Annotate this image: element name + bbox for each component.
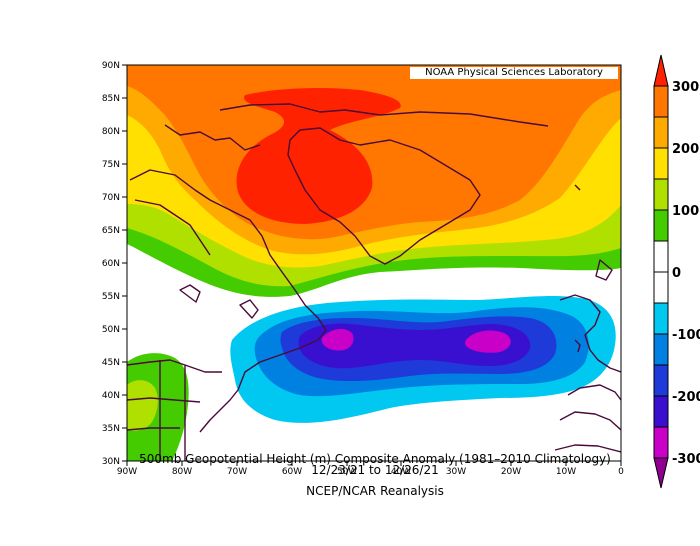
- colorbar-bottom-arrow: [653, 457, 669, 489]
- lon-axis: 90W 80W 70W 60W 50W 40W 30W 20W 10W 0: [117, 461, 624, 477]
- lon-tick-label: 10W: [556, 467, 576, 477]
- lon-tick-label: 60W: [282, 467, 302, 477]
- lat-tick-label: 30N: [102, 457, 120, 467]
- colorbar-segment: [653, 240, 669, 273]
- date-range: 12/23/21 to 12/26/21: [311, 463, 439, 477]
- colorbar-segment: [653, 178, 669, 211]
- colorbar: 300 200 100 0 -100 -200 -300: [653, 54, 700, 489]
- colorbar-segment: [653, 271, 669, 304]
- colorbar-top-arrow: [653, 54, 669, 87]
- lat-tick-label: 65N: [102, 226, 120, 236]
- lat-tick-label: 45N: [102, 358, 120, 368]
- colorbar-segment: [653, 426, 669, 459]
- lat-tick-label: 50N: [102, 325, 120, 335]
- colorbar-segment: [653, 209, 669, 242]
- colorbar-segment: [653, 147, 669, 180]
- lat-tick-label: 90N: [102, 61, 120, 71]
- lat-tick-label: 70N: [102, 193, 120, 203]
- colorbar-label: -100: [672, 328, 700, 343]
- colorbar-segment: [653, 302, 669, 335]
- colorbar-segment: [653, 85, 669, 118]
- colorbar-label: -200: [672, 390, 700, 405]
- colorbar-segment: [653, 116, 669, 149]
- lon-tick-label: 0: [618, 467, 624, 477]
- lat-tick-label: 80N: [102, 127, 120, 137]
- data-source: NCEP/NCAR Reanalysis: [306, 484, 444, 498]
- colorbar-label: 0: [672, 266, 681, 281]
- lat-tick-label: 60N: [102, 259, 120, 269]
- lon-tick-label: 90W: [117, 467, 137, 477]
- map-title: 500mb Geopotential Height (m) Composite …: [139, 452, 611, 466]
- lon-tick-label: 20W: [501, 467, 521, 477]
- colorbar-label: -300: [672, 452, 700, 467]
- lat-tick-label: 75N: [102, 160, 120, 170]
- coastlines: [127, 103, 621, 461]
- contour-plus-50-southwest: [127, 353, 189, 461]
- lon-tick-label: 80W: [172, 467, 192, 477]
- lon-tick-label: 70W: [227, 467, 247, 477]
- lat-tick-label: 85N: [102, 94, 120, 104]
- colorbar-segment: [653, 395, 669, 428]
- colorbar-label: 200: [672, 142, 699, 157]
- lon-tick-label: 40W: [391, 467, 411, 477]
- contour-minus-250-west: [321, 329, 354, 351]
- lon-tick-label: 30W: [446, 467, 466, 477]
- colorbar-label: 100: [672, 204, 699, 219]
- lon-tick-label: 50W: [337, 467, 357, 477]
- colorbar-label: 300: [672, 80, 699, 95]
- lat-tick-label: 55N: [102, 292, 120, 302]
- lat-tick-label: 35N: [102, 424, 120, 434]
- colorbar-segment: [653, 364, 669, 397]
- colorbar-segment: [653, 333, 669, 366]
- contour-minus-250-east: [464, 330, 511, 353]
- contour-minus-200: [298, 323, 531, 369]
- lat-tick-label: 40N: [102, 391, 120, 401]
- lat-axis: 90N 85N 80N 75N 70N 65N 60N 55N 50N 45N …: [102, 61, 127, 467]
- anomaly-field: [127, 65, 621, 461]
- credit-label: NOAA Physical Sciences Laboratory: [410, 67, 618, 79]
- contour-plus-300: [236, 87, 401, 224]
- contour-plus-100-southwest: [127, 380, 158, 431]
